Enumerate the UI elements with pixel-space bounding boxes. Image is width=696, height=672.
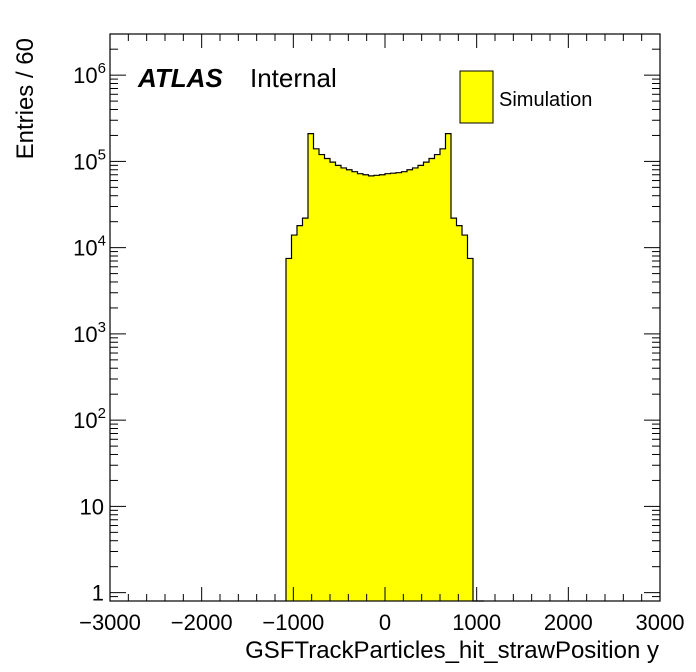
histogram-outline	[285, 133, 484, 602]
atlas-label: ATLAS	[137, 63, 223, 93]
histogram-bin	[330, 162, 336, 601]
legend-swatch	[459, 70, 494, 124]
x-axis-title: GSFTrackParticles_hit_strawPosition y	[245, 637, 659, 664]
histogram-bin	[335, 165, 341, 601]
histogram-bin	[341, 167, 347, 601]
y-tick-label: 1	[92, 581, 104, 606]
histogram-bin	[445, 133, 451, 601]
x-tick-label: 2000	[544, 610, 593, 635]
x-tick-label: −2000	[171, 610, 233, 635]
y-tick-label: 106	[73, 60, 106, 88]
histogram-bin	[401, 171, 407, 601]
histogram-bin	[467, 258, 473, 601]
histogram-bin	[313, 148, 319, 602]
x-tick-label: −3000	[79, 610, 141, 635]
y-tick-label: 102	[73, 405, 106, 433]
x-tick-label: −1000	[262, 610, 324, 635]
y-tick-labels: 1 10 102 103 104 105 106	[73, 60, 106, 605]
histogram-bin	[440, 148, 446, 602]
legend: Simulation	[459, 70, 592, 124]
histogram-bin	[319, 154, 325, 601]
histogram-bin	[462, 235, 468, 601]
histogram-bin	[385, 173, 391, 601]
histogram-bin	[286, 258, 292, 601]
x-tick-labels: −3000 −2000 −1000 0 1000 2000 3000	[79, 610, 684, 635]
y-tick-label: 105	[73, 146, 106, 174]
histogram-bin	[346, 169, 352, 601]
histogram-bin	[412, 167, 418, 601]
legend-entry-simulation: Simulation	[499, 89, 592, 111]
histogram-bin	[429, 158, 435, 601]
histogram-bin	[357, 173, 363, 601]
histogram-bin	[297, 225, 303, 601]
histogram-bin	[368, 175, 374, 601]
histogram-bin	[407, 169, 413, 601]
histogram-bin	[456, 225, 462, 601]
histogram-bin	[396, 172, 402, 601]
histogram-bin	[434, 154, 440, 601]
histogram-bin	[374, 175, 380, 601]
histogram-bin	[379, 174, 385, 602]
y-tick-label: 10	[80, 494, 104, 519]
histogram-bars	[285, 133, 484, 602]
histogram-bin	[390, 173, 396, 601]
internal-label: Internal	[250, 63, 337, 93]
x-tick-label: 1000	[452, 610, 501, 635]
histogram-bin	[324, 158, 330, 601]
x-tick-label: 0	[379, 610, 391, 635]
axis-ticks	[109, 33, 661, 602]
histogram-bin	[291, 235, 297, 601]
histogram-bin	[451, 218, 457, 601]
histogram-bin	[423, 162, 429, 601]
histogram-bin	[352, 171, 358, 601]
histogram-bin	[363, 174, 369, 602]
y-tick-label: 103	[73, 319, 106, 347]
histogram-bin	[418, 165, 424, 601]
histogram-bin	[308, 133, 314, 601]
histogram-bin	[302, 218, 308, 601]
y-tick-label: 104	[73, 233, 106, 261]
y-axis-title: Entries / 60	[12, 38, 39, 159]
x-tick-label: 3000	[636, 610, 685, 635]
